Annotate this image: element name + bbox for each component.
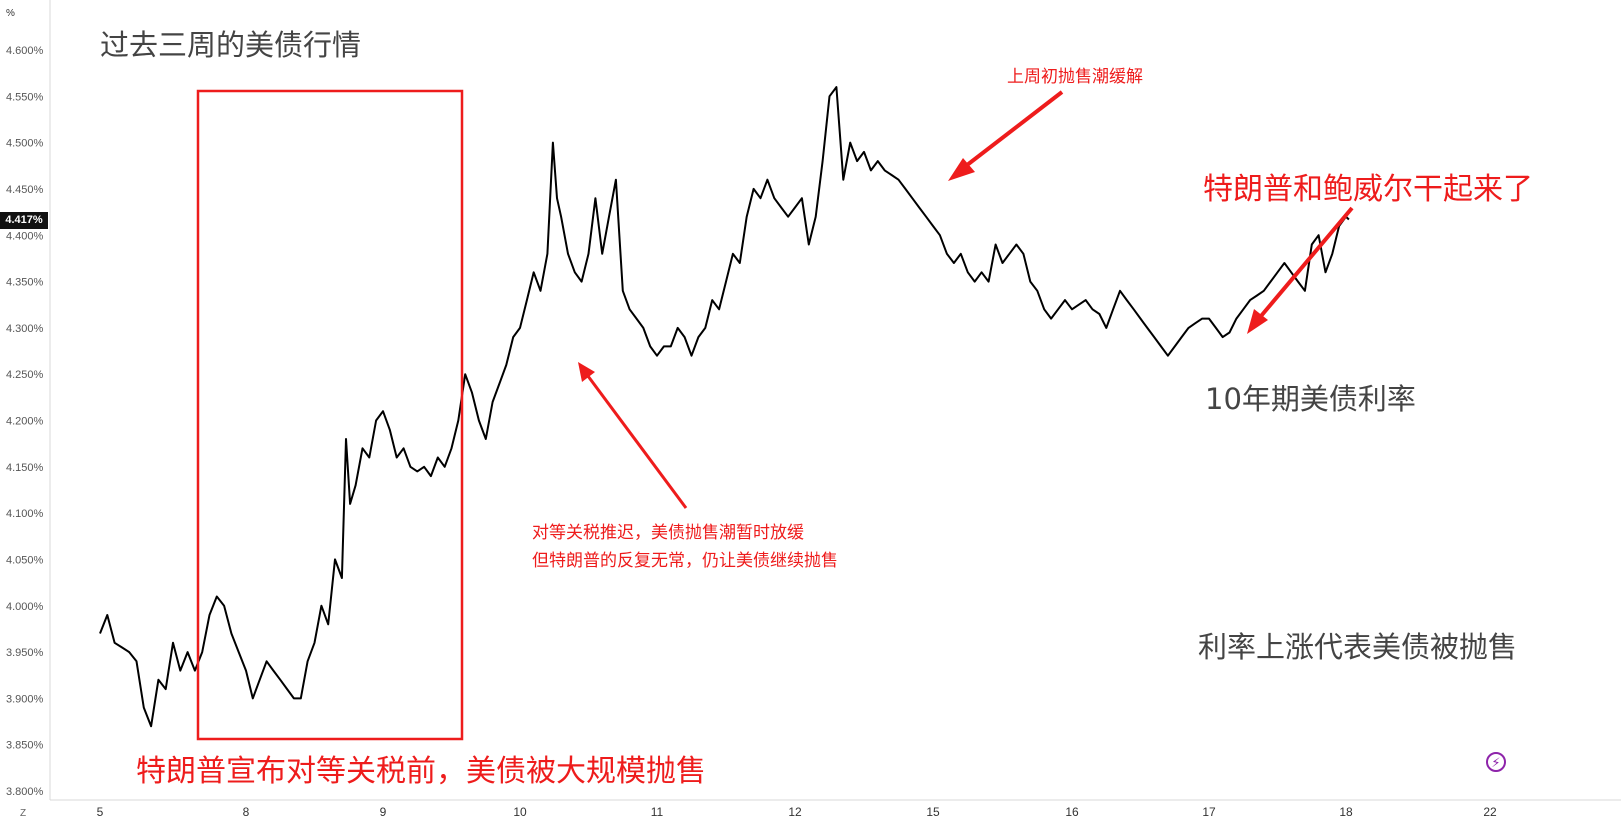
note-meaning: 利率上涨代表美债被抛售 bbox=[1198, 630, 1518, 664]
y-tick-label: 4.100% bbox=[6, 508, 44, 520]
x-tick-label: 11 bbox=[651, 805, 664, 819]
lightning-icon[interactable]: ⚡ bbox=[1486, 752, 1506, 772]
corner-label[interactable]: Z bbox=[20, 808, 27, 819]
y-tick-label: 4.150% bbox=[6, 462, 44, 474]
chart-title: 过去三周的美债行情 bbox=[100, 28, 362, 62]
y-tick-label: 4.200% bbox=[6, 416, 44, 428]
note-delay-line2: 但特朗普的反复无常，仍让美债继续抛售 bbox=[532, 551, 838, 571]
y-tick-label: 4.350% bbox=[6, 277, 44, 289]
note-trump-powell: 特朗普和鲍威尔干起来了 bbox=[1203, 172, 1533, 207]
x-tick-label: 16 bbox=[1065, 805, 1079, 819]
y-axis: 4.600% 4.550% 4.500% 4.450% 4.400% 4.350% 4.30… bbox=[6, 45, 44, 798]
y-tick-label: 3.900% bbox=[6, 693, 44, 705]
x-tick-label: 12 bbox=[788, 805, 802, 819]
y-tick-label: 4.000% bbox=[6, 601, 44, 613]
x-tick-label: 17 bbox=[1202, 805, 1216, 819]
arrow-trump-powell bbox=[1247, 206, 1354, 334]
y-tick-label: 3.950% bbox=[6, 647, 44, 659]
y-tick-label: 4.600% bbox=[6, 45, 44, 57]
y-tick-label: 4.300% bbox=[6, 323, 44, 335]
x-tick-label: 15 bbox=[926, 805, 940, 819]
x-tick-label: 18 bbox=[1339, 805, 1353, 819]
x-tick-label: 8 bbox=[243, 805, 250, 819]
x-tick-label: 22 bbox=[1483, 805, 1497, 819]
highlight-box bbox=[196, 89, 464, 741]
x-tick-label: 10 bbox=[513, 805, 527, 819]
y-tick-label: 4.050% bbox=[6, 554, 44, 566]
x-tick-label: 5 bbox=[97, 805, 104, 819]
y-tick-label: 3.850% bbox=[6, 740, 44, 752]
y-tick-label: 4.500% bbox=[6, 138, 44, 150]
y-tick-label: 3.800% bbox=[6, 786, 44, 798]
arrow-delay bbox=[578, 362, 688, 509]
unit-label: % bbox=[6, 8, 15, 19]
y-tick-label: 4.250% bbox=[6, 369, 44, 381]
x-axis: 5 8 9 10 11 12 15 16 17 18 22 bbox=[97, 805, 1497, 819]
y-tick-label: 4.550% bbox=[6, 91, 44, 103]
series-label: 10年期美债利率 bbox=[1205, 382, 1416, 416]
note-delay-line1: 对等关税推迟，美债抛售潮暂时放缓 bbox=[532, 523, 804, 543]
note-tariff-front: 特朗普宣布对等关税前，美债被大规模抛售 bbox=[136, 754, 706, 789]
yield-series-line bbox=[99, 86, 1350, 728]
last-price-badge: 4.417% bbox=[0, 212, 48, 229]
arrow-last-week bbox=[948, 90, 1064, 181]
x-tick-label: 9 bbox=[380, 805, 387, 819]
y-tick-label: 4.450% bbox=[6, 184, 44, 196]
y-tick-label: 4.400% bbox=[6, 230, 44, 242]
note-last-week: 上周初抛售潮缓解 bbox=[1007, 67, 1143, 87]
